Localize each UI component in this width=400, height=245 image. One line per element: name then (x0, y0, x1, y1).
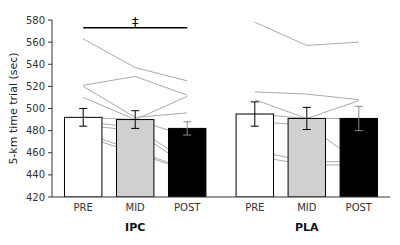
x-tick-label: MID (126, 202, 146, 213)
bar (288, 118, 325, 197)
individual-line (83, 39, 187, 81)
y-tick (48, 130, 52, 131)
y-tick (48, 20, 52, 21)
significance-symbol: ‡ (132, 14, 139, 29)
y-tick-label: 460 (26, 147, 45, 158)
bar (64, 117, 101, 197)
x-tick-label: POST (346, 202, 373, 213)
y-tick (48, 152, 52, 153)
y-tick-label: 420 (26, 192, 45, 203)
x-tick-label: PRE (245, 202, 264, 213)
y-tick-label: 500 (26, 103, 45, 114)
y-tick-label: 540 (26, 59, 45, 70)
y-axis-label: 5-km time trial (sec) (7, 52, 20, 164)
individual-line (255, 92, 359, 100)
individual-line (83, 76, 187, 95)
error-bar (183, 122, 191, 135)
y-tick (48, 86, 52, 87)
bar (168, 128, 205, 197)
y-tick (48, 197, 52, 198)
error-bars (79, 102, 363, 135)
chart: 420 440 460 480 500 520 540 560 580 5-km time tri… (0, 0, 400, 245)
y-tick-label: 580 (26, 15, 45, 26)
x-tick-label: PRE (74, 202, 93, 213)
error-bar (303, 107, 311, 129)
bar (116, 120, 153, 197)
y-tick-label: 560 (26, 37, 45, 48)
bars (64, 114, 377, 197)
axes: 420 440 460 480 500 520 540 560 580 5-km time tri… (7, 15, 391, 235)
error-bar (355, 106, 363, 130)
error-bar (79, 109, 87, 127)
annotations: ‡ (83, 14, 187, 29)
x-tick-label: POST (174, 202, 201, 213)
y-tick-label: 440 (26, 169, 45, 180)
y-tick (48, 64, 52, 65)
y-tick (48, 108, 52, 109)
y-tick (48, 174, 52, 175)
individual-line (255, 22, 359, 45)
y-tick (48, 42, 52, 43)
plot-area (64, 22, 377, 197)
x-tick-label: MID (297, 202, 317, 213)
group-label: PLA (295, 221, 319, 234)
error-bar (251, 102, 259, 126)
error-bar (131, 111, 139, 129)
group-label: IPC (125, 221, 145, 234)
y-tick-label: 480 (26, 125, 45, 136)
y-tick-label: 520 (26, 81, 45, 92)
x-axis-line (52, 197, 390, 198)
